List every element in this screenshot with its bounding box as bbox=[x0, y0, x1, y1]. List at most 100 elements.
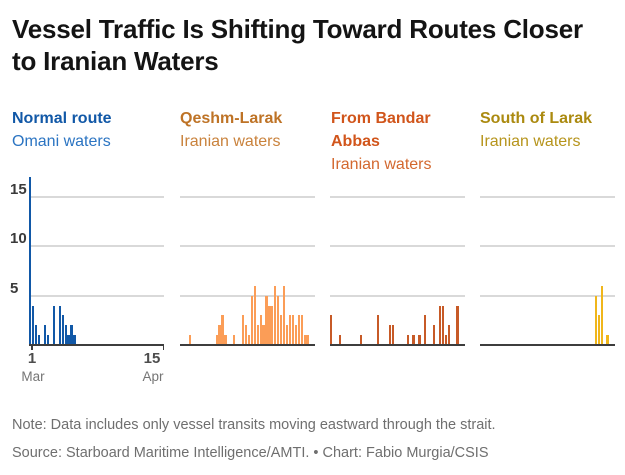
bar-day-32 bbox=[271, 305, 274, 345]
bar-day-1 bbox=[29, 177, 32, 345]
chart-title: Vessel Traffic Is Shifting Toward Routes… bbox=[12, 14, 583, 76]
y-axis-tick-15: 15 bbox=[10, 181, 27, 198]
source-text: Source: Starboard Maritime Intelligence/… bbox=[12, 445, 489, 461]
bar-day-28 bbox=[259, 315, 262, 345]
gridline-5 bbox=[330, 294, 465, 297]
waters-label: Omani waters bbox=[12, 133, 111, 150]
bar-day-4 bbox=[38, 335, 41, 345]
bar-panel-south-of-larak bbox=[480, 177, 615, 346]
bar-day-21 bbox=[388, 325, 392, 345]
bar-day-11 bbox=[359, 335, 362, 345]
bar-day-42 bbox=[300, 315, 303, 345]
bar-day-6 bbox=[43, 325, 47, 345]
bar-day-4 bbox=[189, 335, 192, 345]
panel-header-qeshm-larak: Qeshm-Larak Iranian waters bbox=[180, 107, 302, 153]
bar-day-26 bbox=[253, 285, 256, 345]
x-axis-baseline bbox=[29, 344, 164, 346]
gridline-15 bbox=[480, 195, 615, 198]
bar-day-23 bbox=[244, 325, 248, 345]
bar-day-24 bbox=[247, 335, 250, 345]
gridline-15 bbox=[330, 195, 465, 198]
gridline-10 bbox=[29, 245, 164, 248]
bar-day-29 bbox=[262, 325, 265, 345]
gridline-15 bbox=[29, 195, 164, 198]
gridline-10 bbox=[480, 245, 615, 248]
bar-day-35 bbox=[280, 315, 283, 345]
x-axis-baseline bbox=[330, 344, 465, 346]
bar-day-22 bbox=[391, 325, 395, 345]
bar-day-39 bbox=[291, 315, 294, 345]
bar-day-43 bbox=[303, 335, 306, 345]
bar-panel-normal-route bbox=[29, 177, 164, 346]
bar-day-14 bbox=[67, 335, 70, 345]
bar-day-29 bbox=[412, 335, 415, 345]
bar-day-7 bbox=[46, 335, 50, 345]
gridline-5 bbox=[180, 294, 315, 297]
x-axis-label-start-month: Mar bbox=[21, 369, 45, 384]
bar-day-30 bbox=[265, 295, 268, 345]
bar-day-44 bbox=[456, 305, 459, 345]
bar-day-37 bbox=[285, 325, 289, 345]
waters-label: Iranian waters bbox=[180, 133, 281, 150]
bar-day-40 bbox=[294, 325, 297, 345]
bar-day-12 bbox=[61, 315, 64, 345]
bar-day-25 bbox=[250, 295, 253, 345]
bar-day-42 bbox=[600, 285, 603, 345]
bar-panel-qeshm-larak bbox=[180, 177, 315, 346]
bar-panel-from-bandar-abbas bbox=[330, 177, 465, 346]
waters-label: Iranian waters bbox=[480, 133, 581, 150]
bar-day-9 bbox=[52, 305, 55, 345]
panel-header-south-of-larak: South of Larak Iranian waters bbox=[480, 107, 602, 153]
bar-day-13 bbox=[64, 325, 67, 345]
bar-day-31 bbox=[418, 335, 421, 345]
gridline-10 bbox=[180, 245, 315, 248]
bar-day-22 bbox=[241, 315, 245, 345]
route-label: Normal route bbox=[12, 110, 112, 127]
bar-day-16 bbox=[73, 335, 76, 345]
bar-day-1 bbox=[330, 315, 333, 345]
x-axis-tick-mark-start bbox=[31, 346, 33, 350]
bar-day-16 bbox=[224, 335, 227, 345]
x-axis-tick-mark-end bbox=[162, 346, 164, 350]
bar-day-38 bbox=[438, 305, 442, 345]
bar-day-44 bbox=[606, 335, 609, 345]
bar-day-27 bbox=[256, 325, 259, 345]
gridline-5 bbox=[480, 294, 615, 297]
bar-day-14 bbox=[218, 325, 221, 345]
route-label: From Bandar Abbas bbox=[331, 110, 431, 150]
y-axis-tick-10: 10 bbox=[10, 230, 27, 247]
y-axis-tick-5: 5 bbox=[10, 280, 19, 297]
bar-day-38 bbox=[288, 315, 292, 345]
bar-day-11 bbox=[58, 305, 61, 345]
gridline-10 bbox=[330, 245, 465, 248]
waters-label: Iranian waters bbox=[331, 156, 432, 173]
bar-day-36 bbox=[433, 325, 436, 345]
bar-day-41 bbox=[597, 315, 600, 345]
route-label: South of Larak bbox=[480, 110, 593, 127]
x-axis-baseline bbox=[480, 344, 615, 346]
note-text: Note: Data includes only vessel transits… bbox=[12, 417, 496, 433]
bar-day-39 bbox=[441, 305, 444, 345]
route-label: Qeshm-Larak bbox=[180, 110, 283, 127]
x-axis-label-end-month: Apr bbox=[142, 369, 164, 384]
bar-day-44 bbox=[306, 335, 309, 345]
bar-day-36 bbox=[283, 285, 286, 345]
gridline-5 bbox=[29, 294, 164, 297]
bar-day-2 bbox=[32, 305, 35, 345]
bar-day-3 bbox=[35, 325, 38, 345]
bar-day-34 bbox=[277, 295, 280, 345]
bar-day-33 bbox=[424, 315, 427, 345]
bar-day-41 bbox=[297, 315, 300, 345]
bar-day-19 bbox=[233, 335, 236, 345]
bar-day-40 bbox=[594, 295, 597, 345]
x-axis-baseline bbox=[180, 344, 315, 346]
gridline-15 bbox=[180, 195, 315, 198]
bar-day-15 bbox=[221, 315, 224, 345]
panel-header-normal-route: Normal route Omani waters bbox=[12, 107, 134, 153]
bar-day-4 bbox=[339, 335, 342, 345]
bar-day-41 bbox=[447, 325, 450, 345]
bar-day-27 bbox=[406, 335, 409, 345]
bar-day-31 bbox=[268, 305, 271, 345]
x-axis-label-end-day: 15 bbox=[143, 350, 161, 367]
